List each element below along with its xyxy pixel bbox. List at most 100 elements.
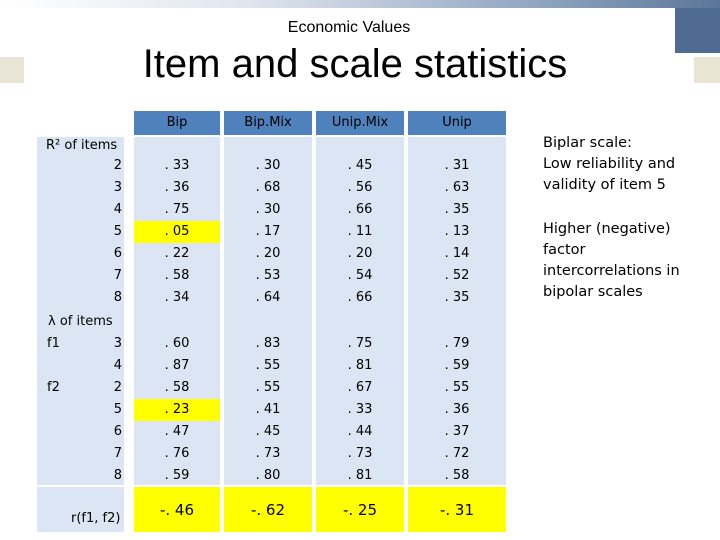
lambda-value: . 59: [444, 358, 470, 373]
r2-value: . 33: [164, 158, 190, 173]
note-line: Low reliability and: [543, 156, 676, 172]
r2-item-label: 2: [113, 158, 122, 173]
factor-label: f1: [47, 336, 60, 351]
r2-value: . 34: [164, 290, 190, 305]
r2-value: . 56: [347, 180, 373, 195]
lambda-value: . 60: [164, 336, 190, 351]
corr-value: -. 25: [316, 487, 404, 532]
corner-decor-block: [675, 8, 720, 53]
r2-item-label: 6: [113, 246, 122, 261]
corr-value: -. 31: [408, 487, 506, 532]
lambda-value: . 67: [347, 380, 373, 395]
r2-value: . 35: [444, 290, 470, 305]
corr-label-bg: [37, 487, 124, 532]
r2-value: . 14: [444, 246, 470, 261]
lambda-value: . 81: [347, 358, 373, 373]
lambda-value: . 37: [444, 424, 470, 439]
column-header: Unip.Mix: [316, 111, 404, 135]
r2-item-label: 7: [113, 268, 122, 283]
lambda-value: . 81: [347, 468, 373, 483]
r2-item-label: 3: [113, 180, 122, 195]
right-decor-tab: [694, 57, 720, 83]
top-decor-bar: [0, 0, 720, 8]
lambda-value: . 23: [134, 399, 220, 421]
lambda-value: . 33: [347, 402, 373, 417]
corr-label: r(f1, f2): [71, 511, 121, 526]
lambda-item-label: 7: [113, 446, 122, 461]
column-body-bg: [134, 137, 220, 485]
r2-value: . 54: [347, 268, 373, 283]
r2-value: . 63: [444, 180, 470, 195]
lambda-value: . 36: [444, 402, 470, 417]
corr-value: -. 62: [224, 487, 312, 532]
r2-value: . 45: [347, 158, 373, 173]
r2-value: . 05: [134, 221, 220, 243]
note-line: Biplar scale:: [543, 135, 632, 151]
lambda-value: . 87: [164, 358, 190, 373]
column-header: Bip: [134, 111, 220, 135]
r2-value: . 13: [444, 224, 470, 239]
lambda-value: . 55: [255, 358, 281, 373]
note-line: factor: [543, 242, 586, 258]
r2-value: . 35: [444, 202, 470, 217]
lambda-item-label: 2: [113, 380, 122, 395]
column-body-bg: [408, 137, 506, 485]
r2-value: . 31: [444, 158, 470, 173]
lambda-value: . 76: [164, 446, 190, 461]
note-line: Higher (negative): [543, 221, 671, 237]
lambda-value: . 41: [255, 402, 281, 417]
r2-value: . 66: [347, 290, 373, 305]
lambda-value: . 72: [444, 446, 470, 461]
note-line: bipolar scales: [543, 284, 643, 300]
column-header: Bip.Mix: [224, 111, 312, 135]
r2-value: . 53: [255, 268, 281, 283]
factor-label: f2: [47, 380, 60, 395]
r2-item-label: 8: [113, 290, 122, 305]
r2-value: . 22: [164, 246, 190, 261]
r2-value: . 36: [164, 180, 190, 195]
section-label-lambda: λ of items: [48, 314, 113, 329]
r2-value: . 75: [164, 202, 190, 217]
r2-value: . 58: [164, 268, 190, 283]
left-decor-tab: [0, 57, 24, 83]
note-biplar-scale: Biplar scale: Low reliability and validi…: [543, 133, 675, 196]
lambda-value: . 73: [255, 446, 281, 461]
r2-value: . 66: [347, 202, 373, 217]
lambda-item-label: 8: [113, 468, 122, 483]
r2-value: . 68: [255, 180, 281, 195]
r2-value: . 52: [444, 268, 470, 283]
lambda-item-label: 5: [113, 402, 122, 417]
lambda-value: . 58: [164, 380, 190, 395]
lambda-value: . 47: [164, 424, 190, 439]
note-line: intercorrelations in: [543, 263, 680, 279]
r2-value: . 11: [347, 224, 373, 239]
lambda-value: . 58: [444, 468, 470, 483]
lambda-value: . 79: [444, 336, 470, 351]
lambda-value: . 44: [347, 424, 373, 439]
corr-value: -. 46: [134, 487, 220, 532]
lambda-item-label: 3: [113, 336, 122, 351]
lambda-value: . 59: [164, 468, 190, 483]
r2-value: . 17: [255, 224, 281, 239]
lambda-value: . 73: [347, 446, 373, 461]
column-body-bg: [224, 137, 312, 485]
r2-value: . 20: [347, 246, 373, 261]
lambda-value: . 45: [255, 424, 281, 439]
r2-value: . 20: [255, 246, 281, 261]
label-column-bg: [37, 137, 124, 485]
section-label-r2: R² of items: [46, 138, 118, 153]
r2-item-label: 5: [113, 224, 122, 239]
slide-title: Item and scale statistics: [142, 42, 568, 86]
lambda-value: . 75: [347, 336, 373, 351]
lambda-value: . 55: [255, 380, 281, 395]
note-intercorrelations: Higher (negative) factor intercorrelatio…: [543, 219, 680, 303]
lambda-item-label: 6: [113, 424, 122, 439]
lambda-value: . 80: [255, 468, 281, 483]
lambda-value: . 55: [444, 380, 470, 395]
column-header: Unip: [408, 111, 506, 135]
note-line: validity of item 5: [543, 177, 666, 193]
r2-value: . 30: [255, 158, 281, 173]
lambda-item-label: 4: [113, 358, 122, 373]
lambda-value: . 83: [255, 336, 281, 351]
r2-value: . 64: [255, 290, 281, 305]
